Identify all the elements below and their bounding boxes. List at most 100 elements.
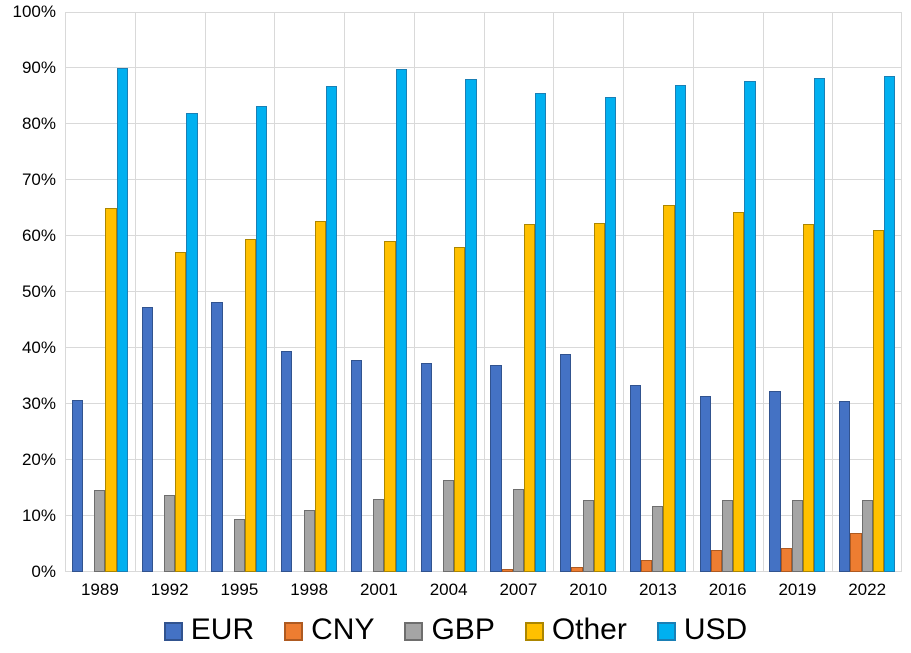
bar-gbp-2001 [373, 499, 385, 572]
legend-item-gbp: GBP [404, 612, 495, 648]
gridline-vertical [693, 12, 694, 572]
bar-usd-1992 [186, 112, 198, 572]
legend-swatch-eur [163, 621, 183, 641]
bar-usd-2016 [744, 81, 756, 572]
gridline-horizontal [65, 291, 902, 292]
bar-eur-2001 [350, 359, 363, 572]
bar-gbp-2004 [443, 479, 455, 572]
bar-eur-1989 [71, 400, 84, 572]
gridline-horizontal [65, 459, 902, 460]
legend-item-usd: USD [656, 612, 748, 648]
bar-other-2016 [733, 212, 745, 572]
legend-label-gbp: GBP [431, 613, 495, 646]
bar-other-2013 [663, 205, 675, 572]
gridline-horizontal [65, 67, 902, 68]
bar-gbp-2019 [791, 500, 803, 572]
legend-label-usd: USD [683, 613, 748, 646]
x-axis-tick-label: 2016 [708, 580, 747, 599]
y-axis-tick-label: 10% [21, 506, 56, 525]
y-axis-tick-label: 80% [21, 114, 56, 133]
legend-item-cny: CNY [284, 612, 374, 648]
bar-eur-2007 [490, 364, 502, 572]
gridline-vertical [205, 12, 206, 572]
gridline-vertical [763, 12, 764, 572]
bar-eur-2010 [560, 353, 572, 572]
bar-gbp-2010 [582, 499, 594, 572]
y-axis-tick-label: 60% [21, 226, 56, 245]
legend-item-eur: EUR [163, 612, 255, 648]
bar-other-2007 [523, 224, 536, 572]
x-axis-tick-label: 2001 [359, 580, 398, 599]
bar-gbp-2016 [722, 500, 734, 572]
bar-eur-1995 [211, 301, 223, 572]
y-axis-tick-label: 90% [21, 58, 56, 77]
bar-other-1989 [105, 208, 117, 572]
gridline-horizontal [65, 12, 902, 13]
bar-other-1995 [244, 239, 257, 572]
gridline-vertical [65, 12, 66, 572]
bar-usd-2007 [535, 92, 547, 572]
x-axis-tick-label: 1989 [80, 580, 119, 599]
bar-usd-1998 [325, 85, 338, 572]
x-axis-tick-label: 1998 [290, 580, 329, 599]
bar-cny-2019 [780, 547, 792, 572]
bar-cny-2010 [571, 566, 583, 572]
y-axis-tick-label: 50% [21, 282, 56, 301]
legend-swatch-cny [284, 621, 304, 641]
x-axis-tick-label: 1992 [150, 580, 189, 599]
bar-other-2022 [872, 229, 884, 572]
bar-usd-2013 [674, 84, 686, 572]
bar-gbp-2007 [512, 488, 524, 572]
legend-label-eur: EUR [190, 613, 255, 646]
gridline-horizontal [65, 403, 902, 404]
bar-other-2001 [384, 241, 396, 572]
legend-swatch-other [524, 621, 544, 641]
bar-cny-2007 [501, 569, 513, 572]
bar-cny-2013 [641, 559, 653, 572]
bar-usd-2004 [465, 79, 477, 572]
bar-eur-2016 [699, 396, 711, 572]
bar-other-2010 [593, 223, 605, 572]
gridline-vertical [344, 12, 345, 572]
bar-other-2004 [454, 247, 466, 572]
bar-gbp-2013 [652, 505, 664, 572]
gridline-vertical [135, 12, 136, 572]
bar-other-1992 [175, 252, 187, 572]
gridline-horizontal [65, 347, 902, 348]
x-axis-tick-label: 2019 [778, 580, 817, 599]
bar-usd-2022 [883, 76, 896, 572]
gridline-horizontal [65, 571, 902, 572]
bar-eur-1998 [281, 350, 293, 572]
y-axis-tick-label: 40% [21, 338, 56, 357]
gridline-horizontal [65, 179, 902, 180]
legend-item-other: Other [524, 612, 627, 648]
gridline-vertical [832, 12, 833, 572]
bar-gbp-2022 [861, 499, 873, 572]
plot-area [65, 12, 902, 572]
legend: EUR CNY GBP Other USD [0, 612, 911, 648]
bar-gbp-1995 [233, 519, 245, 572]
bar-usd-1989 [116, 68, 128, 572]
bar-cny-2016 [710, 549, 722, 572]
y-axis-tick-label: 100% [12, 2, 56, 21]
x-axis-tick-label: 2013 [638, 580, 677, 599]
bar-eur-1992 [141, 306, 153, 572]
bar-usd-2001 [395, 68, 407, 572]
gridline-vertical [484, 12, 485, 572]
bar-eur-2019 [769, 391, 781, 572]
bar-eur-2004 [420, 362, 432, 572]
x-axis-tick-label: 1995 [220, 580, 259, 599]
legend-swatch-gbp [404, 621, 424, 641]
gridline-horizontal [65, 123, 902, 124]
bar-eur-2013 [629, 384, 642, 572]
bar-usd-2019 [814, 77, 826, 572]
legend-label-other: Other [551, 613, 627, 646]
bar-gbp-1992 [164, 495, 176, 572]
bar-usd-2010 [604, 96, 617, 572]
gridline-vertical [414, 12, 415, 572]
gridline-vertical [901, 12, 902, 572]
gridline-horizontal [65, 515, 902, 516]
gridline-vertical [623, 12, 624, 572]
y-axis-tick-label: 30% [21, 394, 56, 413]
